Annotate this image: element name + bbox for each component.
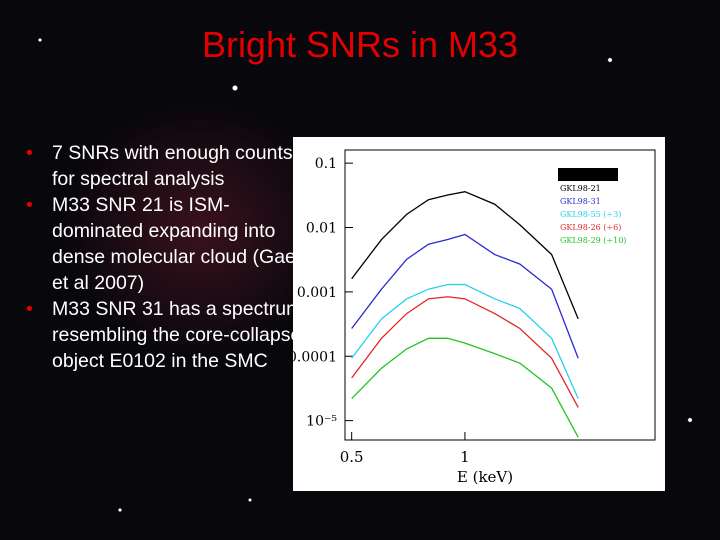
series-line (351, 233, 579, 359)
y-tick-label: 0.001 (297, 285, 337, 301)
x-tick-label: 0.5 (340, 448, 364, 466)
legend-entry: GKL98-31 (560, 197, 601, 206)
bullet: 7 SNRs with enough counts for spectral a… (26, 140, 312, 192)
x-axis-label: E (keV) (457, 468, 513, 486)
bullet-list: 7 SNRs with enough counts for spectral a… (22, 140, 312, 374)
y-tick-label: 10⁻⁵ (306, 414, 337, 430)
legend-header (558, 168, 618, 181)
plot-frame (344, 149, 656, 441)
legend-entry: GKL98-21 (560, 184, 601, 193)
x-tick-label: 1 (460, 448, 470, 466)
slide-title: Bright SNRs in M33 (201, 24, 519, 65)
bullet: M33 SNR 21 is ISM-dominated expanding in… (26, 192, 312, 296)
legend-entry: GKL98-55 (÷3) (560, 210, 621, 219)
bullet: M33 SNR 31 has a spectrum resembling the… (26, 296, 312, 374)
series-line (351, 296, 579, 408)
series-line (351, 337, 579, 438)
chart-panel (293, 137, 665, 491)
y-tick-label: 0.1 (315, 156, 337, 172)
legend-entry: GKL98-29 (÷10) (560, 236, 626, 245)
legend-entry: GKL98-26 (÷6) (560, 223, 621, 232)
series-line (351, 191, 579, 320)
y-tick-label: 0.01 (306, 221, 337, 237)
y-tick-label: 0.0001 (288, 349, 337, 365)
series-line (351, 283, 579, 399)
